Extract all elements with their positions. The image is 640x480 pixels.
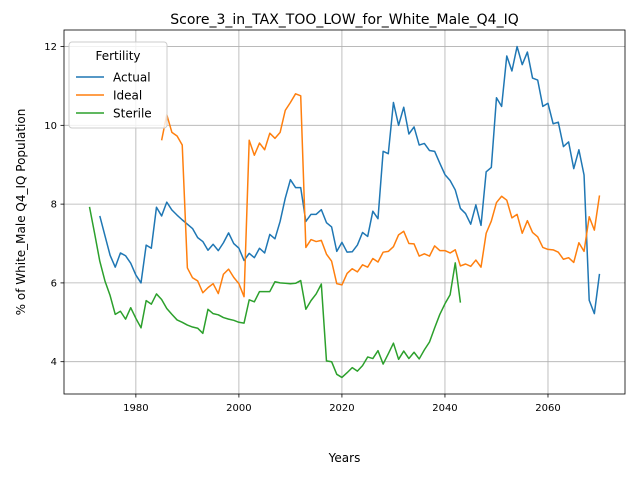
chart-title: Score_3_in_TAX_TOO_LOW_for_White_Male_Q4… xyxy=(170,12,518,28)
y-axis-label: % of White_Male Q4_IQ Population xyxy=(14,109,28,316)
legend: Fertility Actual Ideal Sterile xyxy=(69,42,167,128)
series-line-ideal xyxy=(162,94,600,297)
legend-title: Fertility xyxy=(95,49,140,63)
y-tick-label: 4 xyxy=(51,357,57,368)
x-axis-label: Years xyxy=(328,451,361,465)
legend-label-actual: Actual xyxy=(113,71,151,85)
y-tick-label: 8 xyxy=(51,200,57,211)
x-tick-label: 1980 xyxy=(123,403,148,414)
x-tick-label: 2060 xyxy=(535,403,560,414)
x-tick-label: 2040 xyxy=(432,403,457,414)
legend-label-ideal: Ideal xyxy=(113,89,142,103)
x-tick-label: 2000 xyxy=(226,403,251,414)
y-tick-label: 12 xyxy=(44,42,57,53)
y-tick-label: 6 xyxy=(51,278,57,289)
y-tick-label: 10 xyxy=(44,121,57,132)
series-line-actual xyxy=(100,47,600,314)
x-tick-label: 2020 xyxy=(329,403,354,414)
legend-label-sterile: Sterile xyxy=(113,107,152,121)
